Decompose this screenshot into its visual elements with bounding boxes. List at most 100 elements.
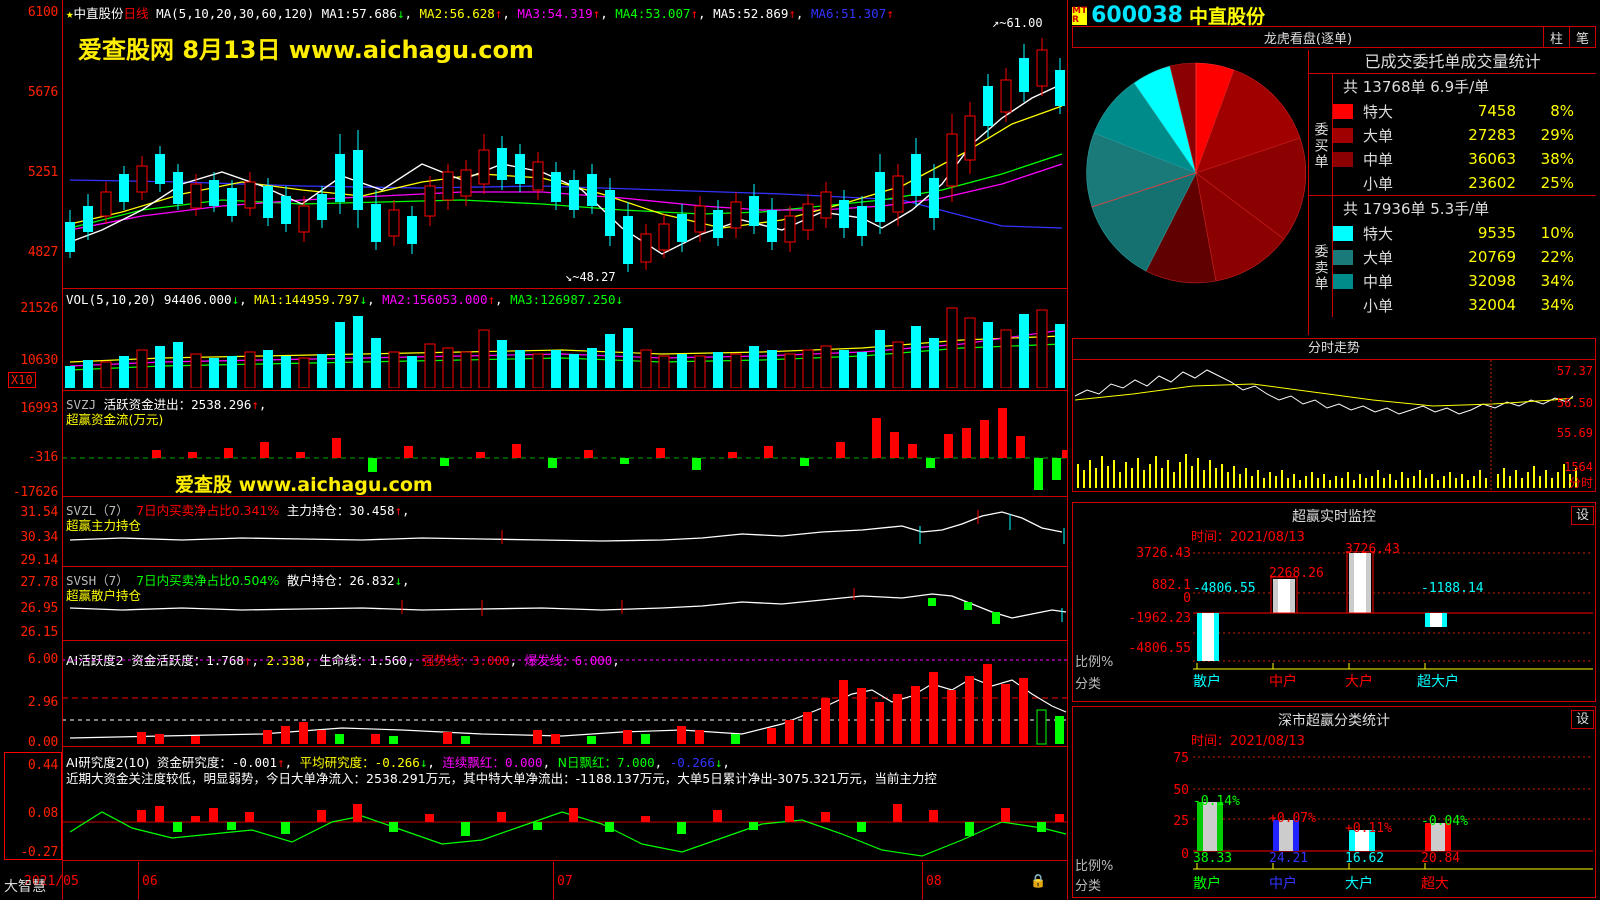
tab-tick-view[interactable]: 笔 (1568, 26, 1595, 48)
classify-axis-label-2: 25 (1173, 814, 1189, 829)
vol-ma1-value: 144959.797 (284, 292, 360, 307)
realtime-ratio-row-label: 比例% (1075, 655, 1114, 670)
sell-label-3: 小单 (1363, 296, 1394, 315)
classify-time-value: 2021/08/13 (1230, 734, 1305, 749)
svsh-retail-holding-chart[interactable] (62, 574, 1068, 640)
ai-active-label-0: 资金活跃度： (131, 653, 207, 668)
sell-pct-1: 22% (1540, 248, 1574, 266)
volume-bar-chart[interactable] (62, 300, 1068, 388)
price-candlestick-chart[interactable] (62, 14, 1068, 286)
sell-label-1: 大单 (1363, 248, 1394, 267)
ai-research-axis-label-0: 0.44 (27, 758, 58, 773)
lock-icon: 🔒 (1030, 874, 1047, 889)
ma3-value: 54.319 (547, 6, 593, 21)
ai-research-chart[interactable] (62, 782, 1068, 860)
classify-axis-label-3: 0 (1181, 847, 1189, 862)
svzl-main-value: 30.458 (349, 503, 395, 518)
ai-active-arrow-0: ↑ (243, 653, 252, 668)
classify-pct-label-3: -0.04% (1421, 814, 1468, 829)
classify-settings-button[interactable]: 设 (1570, 710, 1594, 729)
realtime-monitor-bar-chart[interactable] (1193, 551, 1593, 671)
sell-row-2: 中单 32098 34% (1333, 269, 1596, 293)
realtime-bar-label-2: 3726.43 (1345, 542, 1400, 557)
ma6-value: 51.307 (841, 6, 887, 21)
svzl-arrow: ↑ (394, 503, 403, 518)
sell-row-3: 小单 32004 34% (1333, 293, 1596, 317)
price-pane-header: ★中直股份日线 MA(5,10,20,30,60,120) MA1:57.686… (66, 3, 894, 22)
svzl-axis-label-1: 30.34 (20, 530, 58, 545)
ai-research-value-2: 0.000 (504, 755, 543, 770)
realtime-bar-label-3: -1188.14 (1421, 581, 1484, 596)
svzl-main-holding-chart[interactable] (62, 504, 1068, 566)
sell-pct-0: 10% (1540, 224, 1574, 242)
ma-config-label: MA(5,10,20,30,60,120) (156, 6, 315, 21)
intraday-titlebar: 分时走势 (1072, 338, 1596, 360)
realtime-axis-label-4: -4806.55 (1128, 641, 1191, 656)
date-label-0: 2021/05 (24, 874, 79, 889)
favorite-star-icon[interactable]: ★ (66, 6, 74, 21)
sell-swatch-3 (1333, 297, 1353, 313)
sell-pct-2: 34% (1540, 272, 1574, 290)
ai-research-value-3: 7.000 (617, 755, 655, 770)
sell-label-2: 中单 (1363, 272, 1394, 291)
realtime-axis-label-0: 3726.43 (1136, 546, 1191, 561)
svzj-axis-label-0: 16993 (20, 401, 58, 416)
price-axis-label-3: 4827 (27, 245, 58, 260)
classify-value-2: 16.62 (1345, 851, 1385, 866)
vol-ma3-value: 126987.250 (540, 292, 616, 307)
svsh-arrow: ↓ (394, 573, 403, 588)
date-label-3: 08 (926, 874, 942, 889)
right-panel: M T R 600038 中直股份 龙虎看盘(逐单) 柱 笔 已成交委托单成交量… (1068, 0, 1600, 900)
vol-ma3-label: MA3: (510, 292, 541, 307)
order-volume-pie-chart[interactable] (1086, 55, 1306, 285)
ai-research-label-0: 资金研究度： (156, 755, 232, 770)
svzl-ratio-label: 7日内买卖净占比0.341% (136, 503, 280, 518)
ma6-arrow: ↑ (886, 6, 894, 21)
svsh-axis-label-0: 27.78 (20, 575, 58, 590)
classify-ratio-row-label: 比例% (1075, 859, 1114, 874)
sell-value-2: 32098 (1468, 272, 1516, 290)
intraday-axis-label-1: 56.50 (1556, 396, 1593, 410)
realtime-category-0: 散户 (1193, 674, 1221, 690)
date-axis: 2021/05 06 07 08 大智慧 🔒 (0, 862, 1068, 900)
realtime-monitor-panel: 超赢实时监控 设 时间：2021/08/13 3726.43 882.1 0 -… (1072, 502, 1596, 702)
svzl-axis-label-2: 29.14 (20, 553, 58, 568)
ma5-arrow: ↑ (788, 6, 796, 21)
ai-active-value-4: 6.000 (574, 653, 613, 668)
buy-pct-2: 38% (1540, 150, 1574, 168)
ai-activity-chart[interactable] (62, 650, 1068, 746)
watermark-main: 爱查股网 8月13日 www.aichagu.com (78, 36, 534, 64)
classify-stats-bar-chart[interactable] (1193, 755, 1593, 875)
ma5-label: MA5: (713, 6, 744, 21)
date-label-2: 07 (557, 874, 573, 889)
vol-ma2-value: 156053.000 (412, 292, 488, 307)
classify-value-0: 38.33 (1193, 851, 1233, 866)
right-stock-name: 中直股份 (1188, 6, 1265, 28)
buy-row-1: 大单 27283 29% (1333, 123, 1596, 147)
app-name-label: 大智慧 (4, 879, 46, 895)
realtime-settings-button[interactable]: 设 (1570, 506, 1594, 525)
svsh-main-label: 散户持仓： (286, 573, 350, 588)
tab-column-view[interactable]: 柱 (1542, 26, 1569, 48)
ma1-arrow: ↓ (396, 6, 405, 21)
price-axis-label-1: 5676 (27, 85, 58, 100)
buy-pct-0: 8% (1550, 102, 1574, 120)
svzj-fund-flow-chart[interactable] (62, 398, 1068, 494)
sell-side-label: 委卖单 (1312, 243, 1329, 292)
sell-swatch-0 (1333, 225, 1353, 241)
intraday-line-chart (1074, 360, 1577, 490)
right-stock-code[interactable]: 600038 (1091, 3, 1183, 28)
intraday-title: 分时走势 (1307, 341, 1360, 356)
intraday-corner-label: 分时 (1568, 476, 1593, 490)
order-flow-titlebar: 龙虎看盘(逐单) 柱 笔 (1072, 26, 1596, 48)
svzj-pane-divider (62, 390, 1068, 391)
right-panel-header: M T R 600038 中直股份 (1072, 2, 1265, 29)
intraday-chart-box[interactable]: 57.37 56.50 55.69 1564 分时 (1072, 360, 1596, 492)
sell-summary: 共 17936单 5.3手/单 (1343, 200, 1490, 218)
ai-research-label-1: 平均研究度： (299, 755, 375, 770)
ma2-value: 56.628 (449, 6, 495, 21)
date-label-1: 06 (142, 874, 158, 889)
period-label[interactable]: 日线 (123, 6, 149, 21)
svzl-pane-divider (62, 496, 1068, 497)
intraday-volume-label: 1564 (1564, 460, 1593, 474)
